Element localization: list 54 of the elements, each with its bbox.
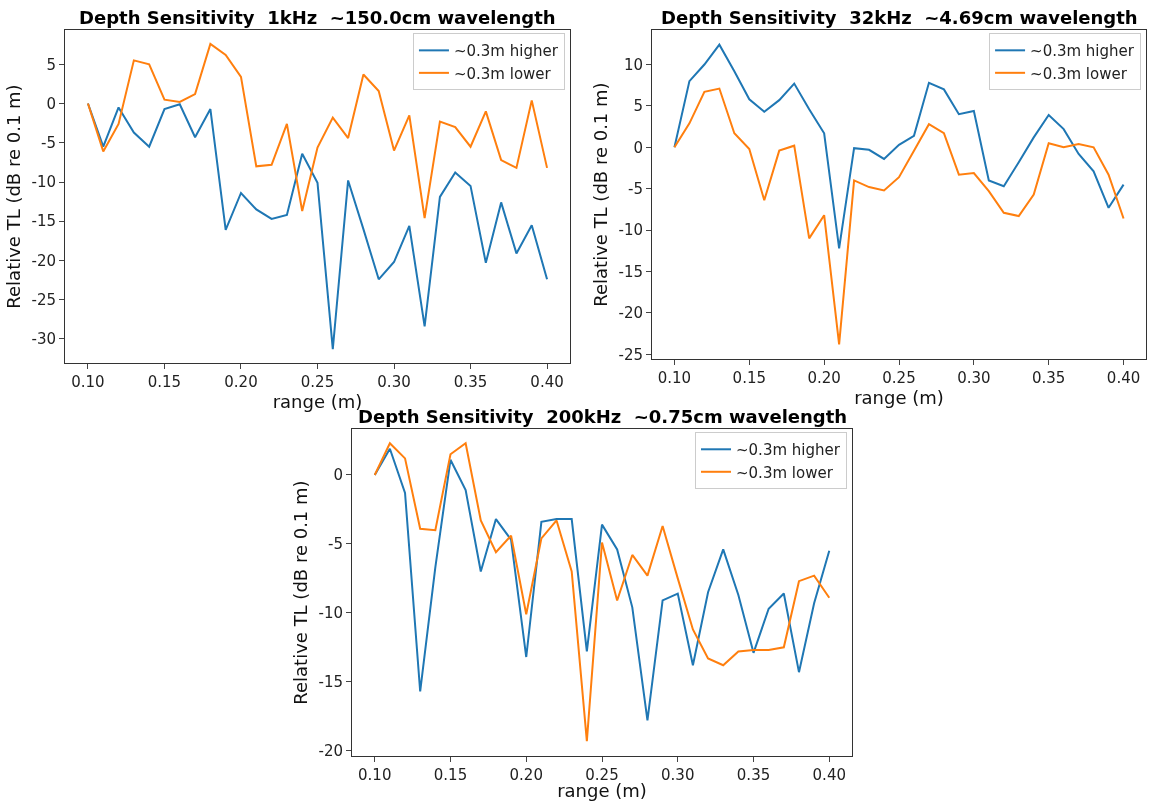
x-tick-label: 0.20 bbox=[509, 766, 543, 785]
y-tick-label: 0 bbox=[633, 138, 643, 157]
x-tick-label: 0.35 bbox=[1032, 369, 1066, 388]
x-tick-label: 0.25 bbox=[882, 369, 916, 388]
legend-label: ~0.3m higher bbox=[1030, 42, 1135, 61]
x-tick-label: 0.15 bbox=[732, 369, 766, 388]
x-tick-label: 0.10 bbox=[657, 369, 692, 388]
y-tick-label: -5 bbox=[41, 134, 56, 153]
y-tick-label: 0 bbox=[333, 466, 343, 485]
y-tick-label: -10 bbox=[318, 604, 343, 623]
y-tick-label: -25 bbox=[618, 345, 643, 364]
x-tick-label: 0.10 bbox=[71, 373, 105, 392]
y-tick-label: -5 bbox=[628, 179, 643, 198]
legend-label: ~0.3m lower bbox=[736, 463, 834, 482]
legend-label: ~0.3m higher bbox=[736, 441, 841, 460]
y-tick-label: -5 bbox=[328, 535, 343, 554]
y-tick-label: -15 bbox=[31, 212, 56, 231]
y-tick-label: 0 bbox=[46, 94, 56, 113]
y-tick-label: -20 bbox=[618, 304, 643, 323]
x-tick-label: 0.20 bbox=[807, 369, 841, 388]
x-tick-label: 0.40 bbox=[1106, 369, 1141, 388]
y-tick-label: -10 bbox=[618, 221, 643, 240]
y-tick-label: -10 bbox=[31, 173, 56, 192]
x-tick-label: 0.25 bbox=[300, 373, 335, 392]
y-tick-label: -15 bbox=[618, 262, 643, 281]
x-tick-label: 0.35 bbox=[453, 373, 488, 392]
x-tick-label: 0.35 bbox=[736, 766, 771, 785]
y-tick-label: -20 bbox=[318, 742, 343, 761]
x-tick-label: 0.30 bbox=[957, 369, 991, 388]
y-tick-label: 5 bbox=[46, 55, 56, 74]
y-tick-label: -30 bbox=[31, 330, 56, 349]
x-tick-label: 0.20 bbox=[224, 373, 258, 392]
y-tick-label: 5 bbox=[633, 97, 643, 116]
y-tick-label: -15 bbox=[318, 673, 343, 692]
y-tick-label: -20 bbox=[31, 251, 56, 270]
chart-title: Depth Sensitivity 32kHz ~4.69cm wavelength bbox=[661, 7, 1138, 28]
x-tick-label: 0.40 bbox=[812, 766, 846, 785]
y-axis-title: Relative TL (dB re 0.1 m) bbox=[2, 84, 24, 309]
legend-label: ~0.3m lower bbox=[1030, 64, 1128, 83]
y-axis-title: Relative TL (dB re 0.1 m) bbox=[589, 82, 611, 307]
x-tick-label: 0.40 bbox=[530, 373, 564, 392]
chart-title: Depth Sensitivity 1kHz ~150.0cm wavelength bbox=[79, 7, 556, 28]
x-tick-label: 0.30 bbox=[661, 766, 695, 785]
x-tick-label: 0.10 bbox=[358, 766, 392, 785]
y-tick-label: 10 bbox=[623, 55, 643, 74]
y-tick-label: -25 bbox=[31, 290, 56, 309]
legend-label: ~0.3m lower bbox=[453, 64, 552, 83]
x-tick-label: 0.15 bbox=[433, 766, 468, 785]
line-series bbox=[673, 87, 1125, 346]
x-tick-label: 0.15 bbox=[147, 373, 182, 392]
x-axis-title: range (m) bbox=[854, 387, 944, 409]
y-axis-title: Relative TL (dB re 0.1 m) bbox=[289, 480, 311, 705]
legend-label: ~0.3m higher bbox=[453, 42, 559, 61]
x-tick-label: 0.30 bbox=[377, 373, 411, 392]
